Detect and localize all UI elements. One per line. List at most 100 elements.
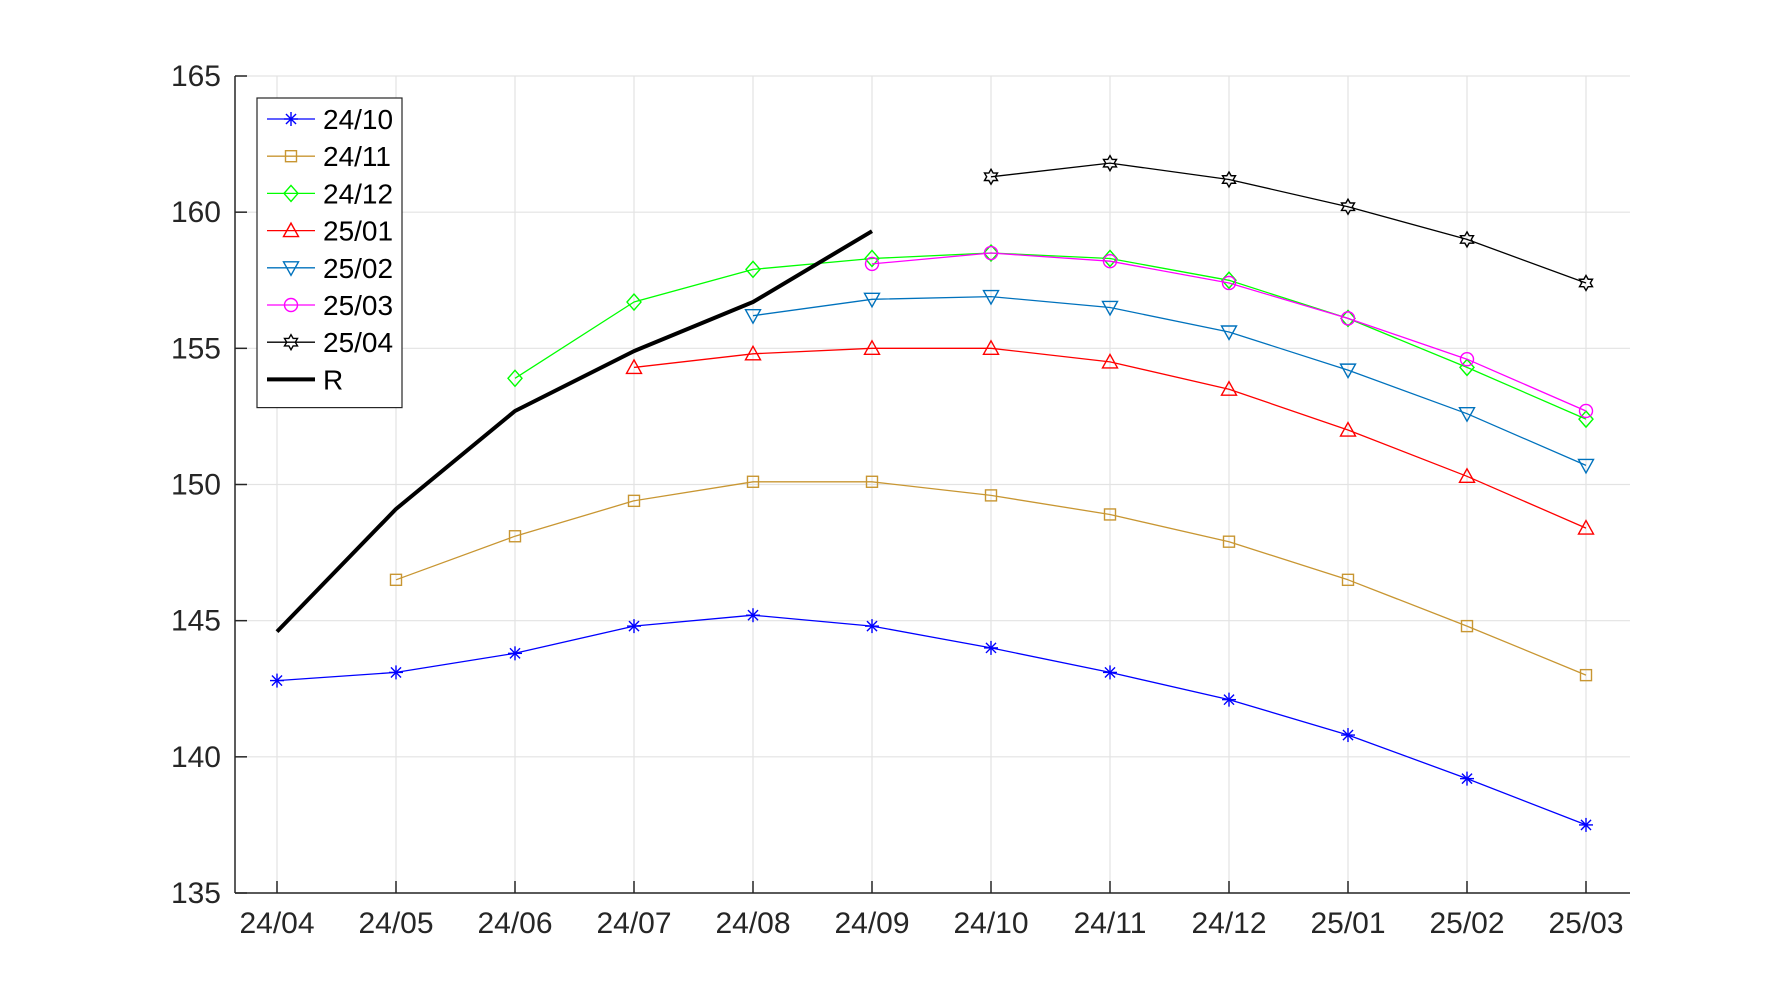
legend-label: 25/03 (323, 290, 393, 321)
data-point (283, 184, 299, 203)
x-tick-label: 24/08 (715, 907, 790, 940)
data-point (1101, 300, 1119, 317)
data-point (1341, 728, 1355, 743)
data-point (1459, 230, 1475, 249)
data-point (507, 369, 523, 388)
data-point (865, 475, 879, 488)
data-point (389, 573, 403, 587)
data-point (1220, 380, 1238, 396)
data-point (1458, 467, 1476, 484)
series-line (990, 162, 1587, 284)
data-point (1221, 275, 1237, 291)
data-point (744, 308, 762, 325)
data-point (1459, 352, 1475, 367)
data-point (1220, 325, 1238, 341)
series-24/11 (389, 475, 1593, 682)
data-point (1339, 421, 1357, 437)
data-point (1340, 309, 1356, 328)
data-point (508, 530, 522, 543)
data-point (982, 339, 1000, 356)
data-point (1460, 771, 1474, 786)
legend-label: 24/10 (323, 104, 393, 135)
legend-label: 25/01 (323, 216, 393, 247)
legend-label: 24/12 (323, 178, 393, 209)
data-point (284, 112, 298, 126)
series-line (752, 295, 1587, 466)
x-tick-label: 24/11 (1074, 907, 1147, 940)
data-point (983, 243, 999, 263)
data-point (626, 292, 642, 312)
data-point (1339, 363, 1357, 380)
data-point (508, 646, 522, 661)
data-point (1578, 274, 1594, 292)
y-tick-label: 135 (171, 877, 221, 910)
x-tick-label: 24/10 (953, 907, 1028, 940)
series-line (871, 252, 1587, 412)
series-25/02 (744, 289, 1595, 475)
data-point (1579, 817, 1593, 832)
series-line (514, 252, 1587, 420)
legend-item: 25/04 (267, 327, 393, 358)
legend-label: R (323, 364, 343, 395)
data-point (389, 665, 403, 680)
series-line (633, 347, 1587, 529)
series-line (395, 481, 1587, 676)
data-point (1340, 197, 1356, 216)
data-point (746, 475, 760, 488)
data-point (1340, 311, 1356, 326)
legend-item: 24/10 (267, 104, 393, 135)
data-point (1579, 668, 1593, 682)
data-point (282, 261, 300, 277)
legend-box (256, 97, 403, 409)
data-point (864, 256, 880, 272)
data-point (1102, 253, 1118, 269)
data-point (284, 149, 298, 163)
x-tick-label: 25/03 (1548, 907, 1623, 940)
data-point (744, 344, 762, 361)
y-tick-label: 140 (171, 741, 221, 774)
data-point (1221, 170, 1237, 189)
series-25/03 (864, 245, 1594, 419)
legend-label: 25/04 (323, 327, 393, 358)
data-point (745, 260, 761, 279)
data-point (1578, 410, 1594, 429)
data-point (283, 333, 299, 352)
data-point (863, 339, 881, 356)
data-point (625, 358, 643, 375)
data-point (983, 167, 999, 186)
y-tick-label: 145 (171, 605, 221, 638)
data-point (1459, 358, 1475, 377)
legend-label: 24/11 (323, 141, 391, 172)
x-tick-label: 24/04 (239, 907, 314, 940)
data-point (984, 489, 998, 502)
x-tick-label: 25/02 (1429, 907, 1504, 940)
y-tick-label: 165 (171, 60, 221, 93)
data-point (1577, 519, 1595, 535)
y-tick-label: 155 (171, 332, 221, 365)
x-tick-label: 24/09 (834, 907, 909, 940)
legend-item: 24/12 (267, 178, 393, 209)
y-tick-label: 150 (171, 469, 221, 502)
data-point (1578, 403, 1594, 419)
x-tick-label: 25/01 (1310, 907, 1385, 940)
data-point (627, 494, 641, 508)
data-point (1103, 508, 1117, 521)
x-tick-label: 24/06 (477, 907, 552, 940)
legend-item: 25/03 (267, 290, 393, 321)
legend-label: 25/02 (323, 253, 393, 284)
legend: 24/10 24/11 24/12 25/01 25/02 25/03 25/04 R (256, 97, 403, 409)
x-tick-label: 24/12 (1191, 907, 1266, 940)
grid-layer (235, 75, 1630, 894)
data-point (984, 640, 998, 655)
y-tick-label: 160 (171, 196, 221, 229)
series-25/01 (625, 339, 1595, 535)
series-25/04 (983, 154, 1594, 292)
data-point (1458, 406, 1476, 423)
legend-item: 25/01 (267, 216, 393, 247)
data-point (282, 221, 300, 238)
data-point (983, 245, 999, 261)
data-point (1341, 573, 1355, 587)
data-point (627, 619, 641, 634)
